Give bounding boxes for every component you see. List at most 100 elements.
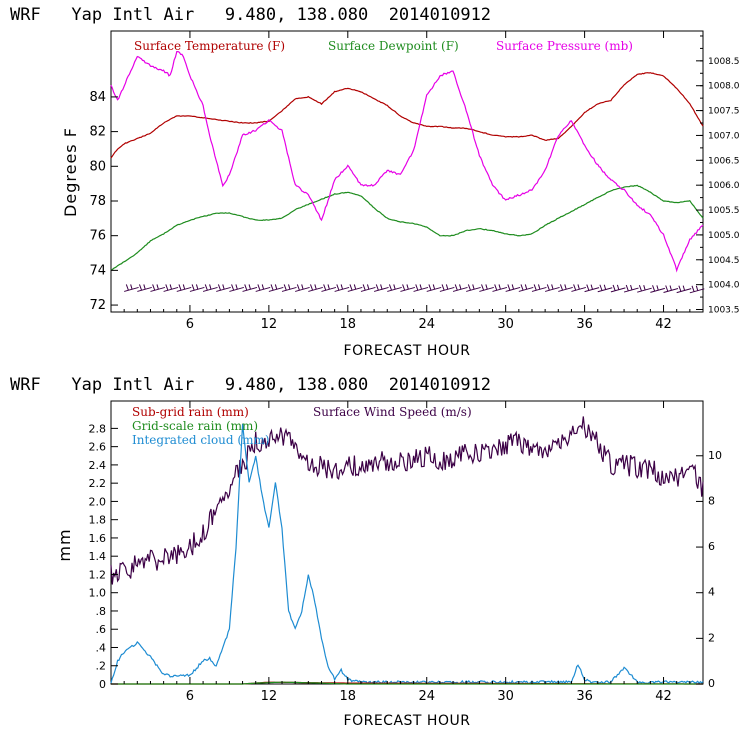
x-tick-label: 30	[497, 317, 514, 332]
y2-tick-label: 1003.5	[708, 306, 740, 316]
top-y-axis-label: Degrees F	[61, 127, 80, 217]
y-tick-label: 1.2	[89, 568, 107, 581]
y-tick-label: 82	[89, 125, 106, 140]
bottom-x-axis-label: FORECAST HOUR	[344, 713, 471, 729]
wind-barb	[216, 284, 231, 292]
x-tick-label: 24	[418, 317, 435, 332]
y-tick-label: 72	[89, 298, 106, 313]
y2-tick-label: 1004.0	[708, 281, 740, 291]
bottom-y-axis: 0 .2 .4 .6 .8 1.0 1.2 1.4 1.6 1.8 2.0 2.2 2.4 2.6 2.8	[89, 422, 118, 691]
y2-tick-label: 1004.5	[708, 256, 740, 266]
wind-barbs-row	[124, 284, 705, 294]
wind-barb	[150, 284, 166, 292]
legend-surface-temperature: Surface Temperature (F)	[134, 39, 285, 53]
wind-barb	[124, 284, 139, 292]
wind-barb	[281, 284, 297, 292]
y-tick-label: 1.6	[89, 532, 107, 545]
wind-barb	[584, 284, 600, 293]
wind-barb	[229, 284, 244, 292]
wind-barb	[413, 284, 429, 292]
wind-barb	[545, 284, 560, 292]
wind-barb	[163, 284, 179, 292]
y-tick-label: 0	[99, 678, 106, 691]
y2-tick-label: 1008.5	[708, 57, 740, 67]
bottom-y2-axis: 0 2 4 6 8 10	[696, 449, 722, 690]
x-tick-label: 12	[261, 689, 278, 704]
y-tick-label: 2.2	[89, 477, 107, 490]
y-tick-label: .4	[96, 641, 107, 654]
wind-barb	[610, 284, 626, 293]
y2-tick-label: 0	[708, 677, 715, 690]
wind-barb	[518, 284, 534, 292]
y-tick-label: 74	[89, 263, 106, 278]
wind-barb	[176, 284, 192, 292]
top-x-axis: 6 12 18 24 30 36 42	[123, 31, 691, 332]
y2-tick-label: 6	[708, 540, 715, 553]
y2-tick-label: 1006.5	[708, 156, 740, 166]
legend-gridscale-rain: Grid-scale rain (mm)	[132, 419, 258, 433]
x-tick-label: 6	[186, 689, 194, 704]
y-tick-label: 2.4	[89, 459, 107, 472]
wind-barb	[189, 284, 205, 292]
y2-tick-label: 1005.0	[708, 231, 740, 241]
wind-barb	[439, 284, 455, 292]
top-plot-frame	[110, 30, 704, 313]
y2-tick-label: 1005.5	[708, 206, 740, 216]
y2-tick-label: 4	[708, 586, 715, 599]
wind-barb	[492, 284, 508, 292]
top-chart-title: WRF Yap Intl Air 9.480, 138.080 20140109…	[10, 5, 491, 25]
x-tick-label: 36	[576, 689, 593, 704]
x-tick-label: 36	[576, 317, 593, 332]
y-tick-label: 78	[89, 194, 106, 209]
wind-barb	[466, 284, 481, 292]
y2-tick-label: 10	[708, 449, 722, 462]
y-tick-label: 1.8	[89, 514, 107, 527]
y-tick-label: 2.8	[89, 422, 107, 435]
wind-barb	[650, 285, 665, 293]
wind-barb	[689, 285, 705, 294]
x-tick-label: 42	[655, 317, 672, 332]
y-tick-label: 1.4	[89, 550, 107, 563]
y-tick-label: .2	[96, 660, 107, 673]
bottom-y-axis-label: mm	[55, 528, 74, 561]
x-tick-label: 18	[340, 689, 357, 704]
bottom-x-axis: 6 12 18 24 30 36 42	[123, 401, 691, 704]
wind-barb	[505, 284, 521, 292]
bottom-chart-title: WRF Yap Intl Air 9.480, 138.080 20140109…	[10, 375, 491, 395]
x-tick-label: 24	[418, 689, 435, 704]
bottom-series-layer	[110, 416, 704, 685]
surface-pressure-mb-line	[110, 51, 704, 273]
wind-barb	[558, 284, 573, 292]
wind-barb	[597, 284, 613, 293]
wind-barb	[387, 284, 402, 292]
wind-barb	[202, 284, 218, 292]
wind-barb	[426, 284, 442, 292]
surface-wind-speed-m-s-line	[110, 416, 704, 585]
wind-barb	[452, 284, 468, 292]
surface-temperature-f-line	[110, 72, 704, 159]
y-tick-label: 2.0	[89, 495, 107, 508]
y2-tick-label: 2	[708, 631, 715, 644]
wind-barb	[242, 284, 258, 292]
top-y-axis: 72 74 76 78 80 82 84	[89, 90, 118, 313]
y-tick-label: 76	[89, 229, 106, 244]
legend-surface-wind-speed: Surface Wind Speed (m/s)	[313, 405, 472, 419]
wind-barb	[308, 284, 323, 292]
x-tick-label: 6	[186, 317, 194, 332]
wind-barb	[268, 284, 284, 292]
y-tick-label: 84	[89, 90, 106, 105]
wind-barb	[571, 284, 587, 292]
y2-tick-label: 1006.0	[708, 181, 740, 191]
wind-barb	[360, 284, 376, 292]
wind-barb	[479, 284, 494, 292]
wind-barb	[676, 285, 692, 294]
y2-tick-label: 8	[708, 494, 715, 507]
precip-wind-panel: WRF Yap Intl Air 9.480, 138.080 20140109…	[10, 375, 722, 729]
y-tick-label: 1.0	[89, 587, 107, 600]
legend-surface-dewpoint: Surface Dewpoint (F)	[328, 39, 459, 53]
wind-barb	[663, 285, 679, 293]
wind-barb	[137, 284, 152, 292]
x-tick-label: 12	[261, 317, 278, 332]
temperature-panel: WRF Yap Intl Air 9.480, 138.080 20140109…	[10, 5, 740, 359]
